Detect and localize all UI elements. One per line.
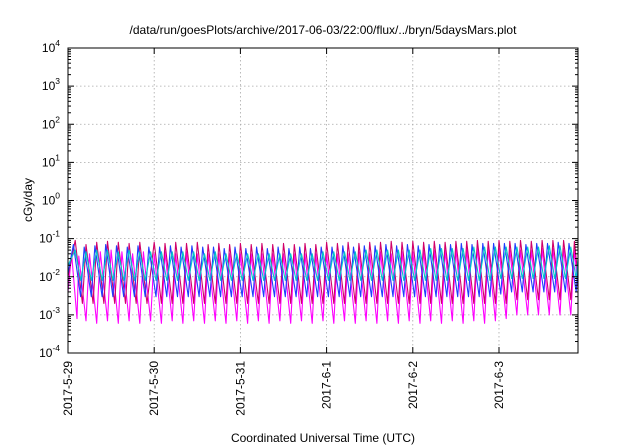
series-line-2 xyxy=(67,239,579,304)
x-tick-label: 2017-5-31 xyxy=(233,361,247,416)
y-tick-label: 102 xyxy=(42,114,60,131)
grid xyxy=(68,48,578,353)
chart-title: /data/run/goesPlots/archive/2017-06-03/2… xyxy=(130,23,518,37)
series-line-4 xyxy=(67,245,579,281)
y-tick-label: 10-3 xyxy=(39,305,60,322)
x-tick-label: 2017-5-29 xyxy=(61,361,75,416)
y-tick-label: 10-1 xyxy=(39,229,60,246)
x-tick-label: 2017-6-1 xyxy=(320,361,334,409)
y-tick-label: 103 xyxy=(42,76,60,93)
y-tick-label: 104 xyxy=(42,38,60,55)
x-tick-label: 2017-5-30 xyxy=(147,361,161,416)
x-tick-label: 2017-6-2 xyxy=(406,361,420,409)
y-tick-label: 101 xyxy=(42,152,60,169)
x-tick-labels: 2017-5-29 2017-5-30 2017-5-31 2017-6-1 2017-… xyxy=(61,361,506,416)
series-group xyxy=(67,239,579,324)
y-tick-label: 10-2 xyxy=(39,267,60,284)
y-tick-label: 10-4 xyxy=(39,343,60,360)
y-tick-label: 100 xyxy=(42,191,60,208)
y-axis-label: cGy/day xyxy=(21,178,35,222)
y-tick-labels: 10-4 10-3 10-2 10-1 100 101 102 103 104 xyxy=(39,38,60,360)
series-line-1 xyxy=(67,246,579,324)
x-axis-label: Coordinated Universal Time (UTC) xyxy=(231,431,415,445)
x-tick-label: 2017-6-3 xyxy=(492,361,506,409)
ticks xyxy=(67,47,578,354)
